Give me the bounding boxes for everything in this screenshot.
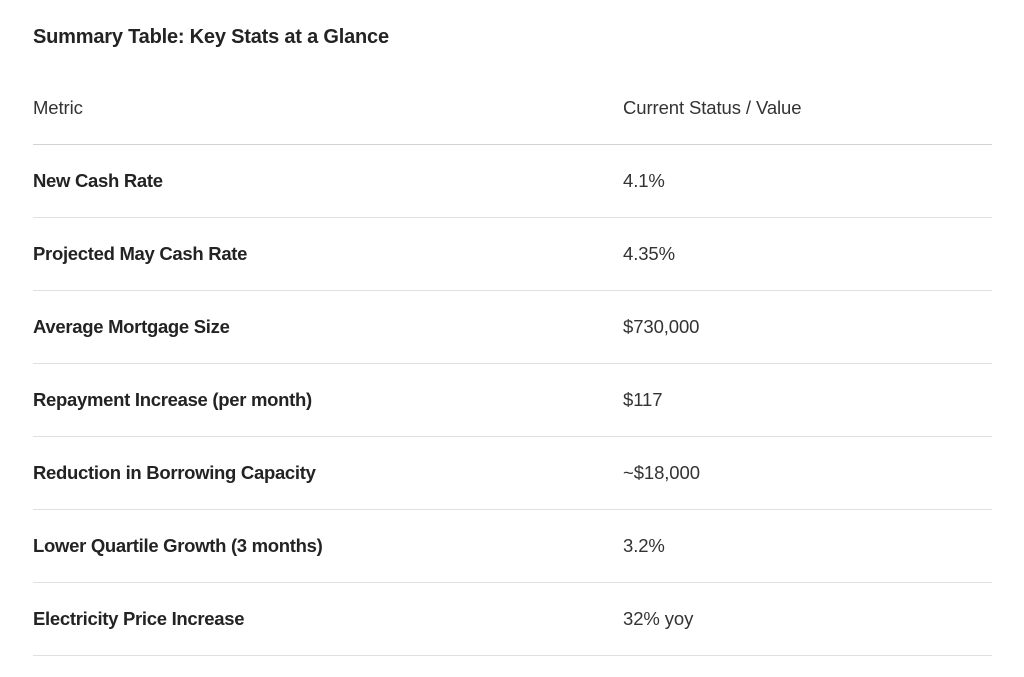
value-cell: $730,000 (623, 316, 700, 337)
metric-cell: Reduction in Borrowing Capacity (33, 462, 316, 483)
metric-cell: Repayment Increase (per month) (33, 389, 312, 410)
metric-cell: Electricity Price Increase (33, 608, 245, 629)
metric-cell: New Cash Rate (33, 170, 163, 191)
metric-cell: Lower Quartile Growth (3 months) (33, 535, 323, 556)
table-header-row: Metric Current Status / Value (33, 72, 992, 145)
column-header-metric: Metric (33, 97, 83, 118)
value-cell: ~$18,000 (623, 462, 700, 483)
table-row: Repayment Increase (per month) $117 (33, 364, 992, 437)
value-cell: 4.35% (623, 243, 675, 264)
table-title: Summary Table: Key Stats at a Glance (33, 26, 389, 48)
table-row: Reduction in Borrowing Capacity ~$18,000 (33, 437, 992, 510)
column-header-value: Current Status / Value (623, 97, 802, 118)
table-row: Electricity Price Increase 32% yoy (33, 583, 992, 656)
value-cell: 3.2% (623, 535, 665, 556)
table-row: Projected May Cash Rate 4.35% (33, 218, 992, 291)
metric-cell: Projected May Cash Rate (33, 243, 248, 264)
table-row: Lower Quartile Growth (3 months) 3.2% (33, 510, 992, 583)
metric-cell: Average Mortgage Size (33, 316, 230, 337)
table-row: New Cash Rate 4.1% (33, 145, 992, 218)
value-cell: 4.1% (623, 170, 665, 191)
value-cell: $117 (623, 389, 663, 410)
value-cell: 32% yoy (623, 608, 694, 629)
table-row: Average Mortgage Size $730,000 (33, 291, 992, 364)
summary-table: Metric Current Status / Value New Cash R… (33, 72, 992, 656)
table-body: New Cash Rate 4.1% Projected May Cash Rate… (33, 145, 992, 656)
